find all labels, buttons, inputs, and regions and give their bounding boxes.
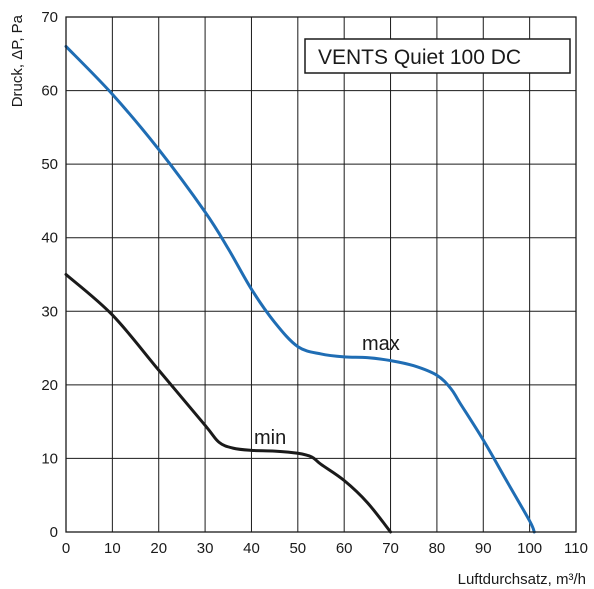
y-tick-label: 10 [41,450,58,467]
x-tick-label: 90 [475,540,492,557]
y-axis-label: Druck, ΔP, Pa [9,14,26,107]
y-tick-label: 30 [41,303,58,320]
grid [65,16,577,533]
x-tick-label: 110 [564,540,588,557]
y-tick-label: 70 [41,9,58,26]
x-tick-label: 10 [104,540,121,557]
x-tick-label: 70 [382,540,399,557]
x-tick-label: 40 [243,540,260,557]
x-tick-label: 0 [62,540,70,557]
x-tick-label: 30 [197,540,214,557]
plot-frame [65,16,577,533]
x-tick-label: 50 [289,540,306,557]
x-tick-label: 20 [150,540,167,557]
x-tick-label: 60 [336,540,353,557]
y-axis-ticks: 0 10 20 30 40 50 60 70 [41,9,58,541]
y-tick-label: 60 [41,83,58,100]
x-tick-label: 100 [517,540,542,557]
series-label-min: min [254,427,286,449]
x-axis-ticks: 0 10 20 30 40 50 60 70 80 90 100 110 [62,540,588,557]
series-layer [64,44,536,534]
series-line-min [64,273,393,534]
x-tick-label: 80 [429,540,446,557]
legend-box: VENTS Quiet 100 DC [304,38,571,74]
legend-rect [304,38,571,74]
y-tick-label: 50 [41,156,58,173]
y-tick-label: 0 [50,524,58,541]
series-line-max [64,44,536,534]
y-tick-label: 40 [41,230,58,247]
y-tick-label: 20 [41,377,58,394]
chart-title: VENTS Quiet 100 DC [318,46,521,69]
x-axis-label: Luftdurchsatz, m³/h [458,571,586,588]
series-label-max: max [362,333,400,355]
